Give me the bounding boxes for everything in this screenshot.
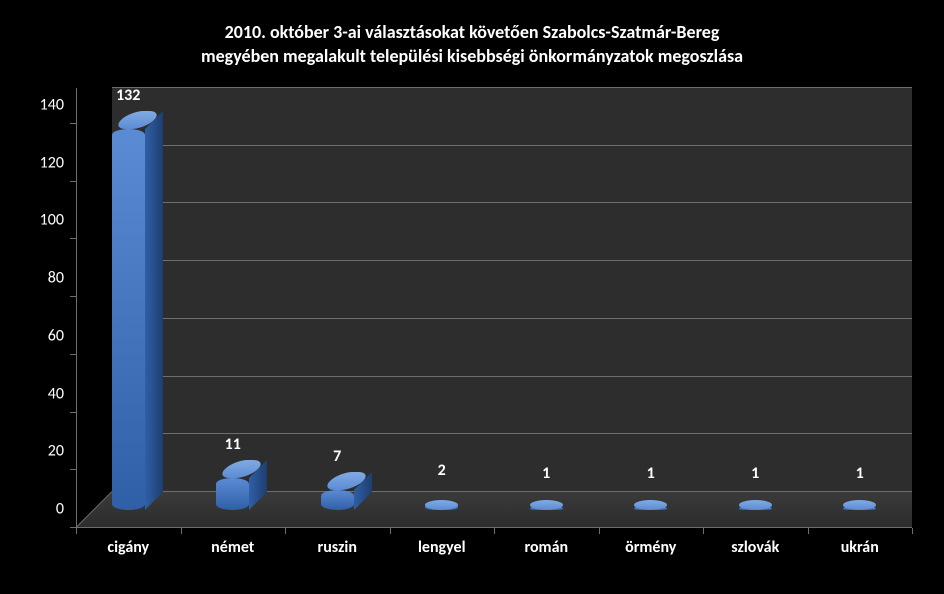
chart-title: 2010. október 3-ai választásokat követőe… <box>0 20 944 69</box>
y-tick-label: 80 <box>24 269 64 288</box>
x-category-label: lengyel <box>390 528 495 557</box>
bar-value-label: 7 <box>321 447 354 466</box>
bar-slot: ruszin7 <box>285 88 390 528</box>
bar-slot: cigány132 <box>76 88 181 528</box>
x-category-label: német <box>181 528 286 557</box>
x-tick <box>76 528 77 534</box>
y-tick-label: 20 <box>24 442 64 461</box>
y-tick <box>70 238 76 239</box>
y-tick-label: 60 <box>24 326 64 345</box>
y-tick <box>70 527 76 528</box>
bar-front-face <box>112 129 145 510</box>
y-tick <box>70 181 76 182</box>
y-tick-label: 120 <box>24 153 64 172</box>
bar: 1 <box>739 507 772 510</box>
bar-front-face <box>321 490 354 510</box>
bar: 1 <box>530 507 563 510</box>
bars-layer: cigány132német11ruszin7lengyel2román1örm… <box>76 88 912 528</box>
bar-slot: német11 <box>181 88 286 528</box>
x-category-label: örmény <box>599 528 704 557</box>
x-category-label: ruszin <box>285 528 390 557</box>
x-tick <box>912 528 913 534</box>
y-tick <box>70 412 76 413</box>
plot-area: cigány132német11ruszin7lengyel2román1örm… <box>76 88 912 528</box>
x-category-label: szlovák <box>703 528 808 557</box>
y-tick <box>70 123 76 124</box>
bar-value-label: 11 <box>216 435 249 454</box>
bar-value-label: 1 <box>530 464 563 483</box>
y-tick-label: 100 <box>24 211 64 230</box>
bar-value-label: 1 <box>843 464 876 483</box>
y-tick-label: 140 <box>24 96 64 115</box>
x-category-label: cigány <box>76 528 181 557</box>
y-tick <box>70 469 76 470</box>
y-tick <box>70 296 76 297</box>
bar-value-label: 2 <box>425 461 458 480</box>
bar: 132 <box>112 129 145 510</box>
bar: 11 <box>216 478 249 510</box>
bar: 7 <box>321 490 354 510</box>
bar: 2 <box>425 504 458 510</box>
x-category-label: román <box>494 528 599 557</box>
chart-container: 2010. október 3-ai választásokat követőe… <box>0 0 944 594</box>
bar: 1 <box>843 507 876 510</box>
bar-front-face <box>216 478 249 510</box>
y-tick-label: 40 <box>24 384 64 403</box>
x-category-label: ukrán <box>808 528 913 557</box>
chart-title-line2: megyében megalakult települési kisebbség… <box>201 45 743 67</box>
y-tick <box>70 354 76 355</box>
bar-slot: szlovák1 <box>703 88 808 528</box>
bar-side-face <box>145 111 163 510</box>
bar: 1 <box>634 507 667 510</box>
bar-value-label: 132 <box>112 86 145 105</box>
chart-title-line1: 2010. október 3-ai választásokat követőe… <box>225 21 720 43</box>
bar-value-label: 1 <box>739 464 772 483</box>
bar-slot: lengyel2 <box>390 88 495 528</box>
bar-slot: örmény1 <box>599 88 704 528</box>
y-tick-label: 0 <box>24 500 64 519</box>
bar-slot: ukrán1 <box>808 88 913 528</box>
bar-value-label: 1 <box>634 464 667 483</box>
bar-slot: román1 <box>494 88 599 528</box>
